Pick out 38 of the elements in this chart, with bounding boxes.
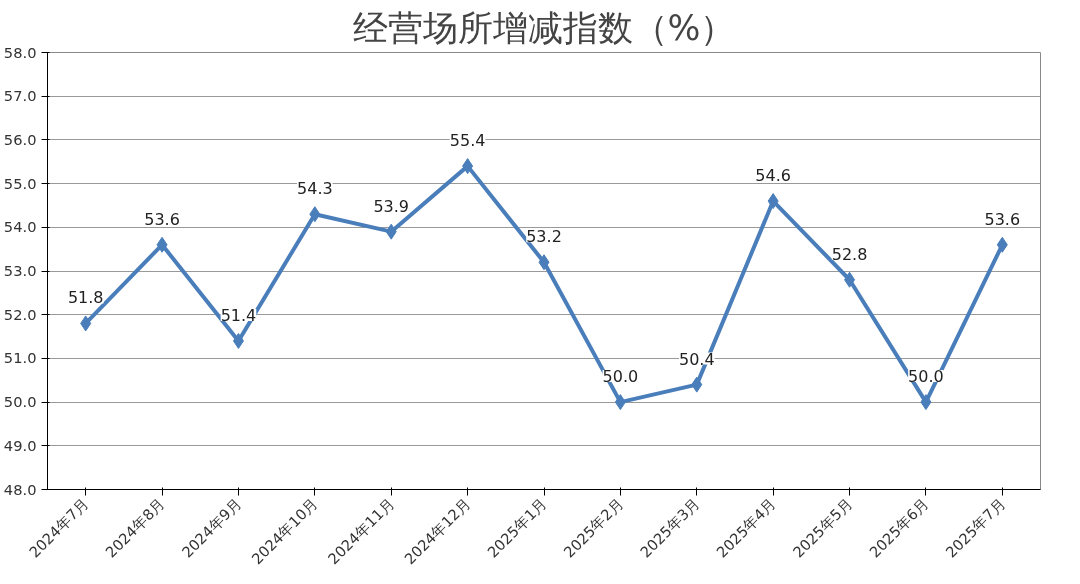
data-label: 50.0 (602, 367, 639, 387)
y-tick-label: 57.0 (3, 87, 37, 105)
data-label: 50.4 (678, 349, 715, 369)
data-label: 53.9 (373, 196, 410, 216)
data-label: 53.2 (526, 227, 562, 247)
data-label: 50.0 (908, 367, 944, 387)
point (538, 254, 550, 271)
y-tick-label: 58.0 (3, 43, 37, 61)
chart-title: 经营场所增减指数（%） (352, 7, 736, 48)
data-label: 53.6 (144, 209, 180, 229)
point (309, 206, 321, 223)
point (844, 271, 856, 288)
y-tick-label: 56.0 (3, 130, 37, 148)
point (691, 376, 703, 393)
y-tick-label: 51.0 (3, 349, 37, 367)
y-tick-label: 49.0 (3, 436, 37, 454)
data-label: 51.8 (67, 288, 104, 308)
point (385, 223, 397, 240)
point (996, 236, 1008, 253)
data-label: 54.3 (297, 179, 333, 199)
y-tick-label: 50.0 (3, 393, 37, 411)
point (614, 394, 626, 411)
data-label: 52.8 (831, 244, 868, 264)
point (920, 394, 932, 411)
y-tick-label: 52.0 (3, 305, 37, 323)
y-tick-label: 48.0 (3, 480, 37, 498)
data-label: 55.4 (449, 131, 486, 151)
point (232, 332, 244, 349)
point (462, 158, 474, 175)
y-tick-label: 55.0 (3, 174, 37, 192)
data-label: 54.6 (755, 166, 791, 186)
point (156, 236, 168, 253)
y-tick-label: 53.0 (3, 262, 37, 279)
point (767, 193, 779, 210)
data-label: 51.4 (220, 305, 257, 325)
y-tick-label: 54.0 (3, 218, 37, 236)
data-label: 53.6 (984, 209, 1021, 229)
point (80, 315, 92, 332)
